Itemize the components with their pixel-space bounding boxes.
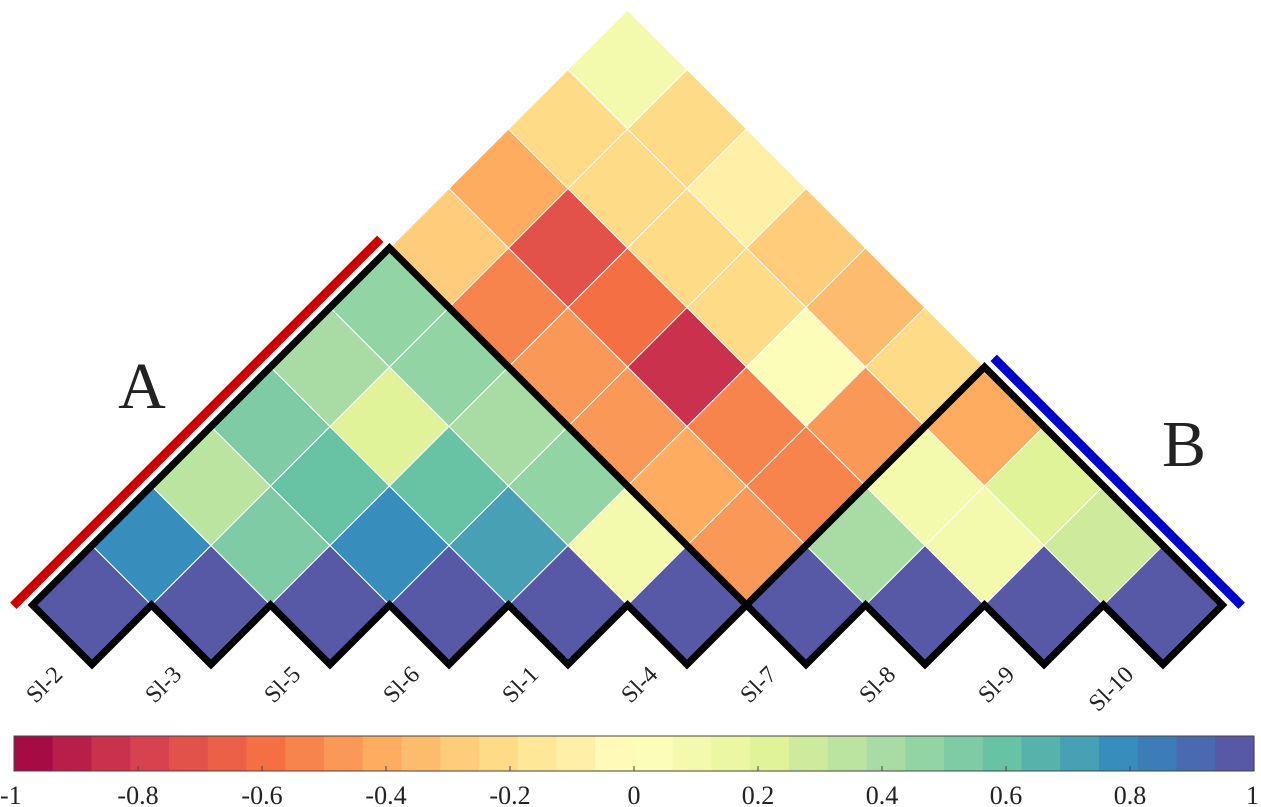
colorbar-tick-label: 0.6 bbox=[990, 781, 1023, 807]
sample-label-Sl-8: Sl-8 bbox=[854, 662, 901, 709]
colorbar-segment bbox=[324, 736, 364, 771]
colorbar-segment bbox=[1137, 736, 1178, 771]
sample-label-Sl-9: Sl-9 bbox=[973, 662, 1020, 709]
cluster-outline-B bbox=[741, 362, 1228, 670]
sample-label-Sl-5: Sl-5 bbox=[259, 662, 306, 709]
colorbar-segment bbox=[1099, 736, 1139, 771]
colorbar-segment bbox=[1060, 736, 1100, 771]
sample-labels: Sl-2 Sl-3 Sl-5 Sl-6 Sl-1 Sl-4 Sl-7 Sl-8 Sl-9 Sl-1… bbox=[21, 662, 1139, 717]
colorbar-segment bbox=[595, 736, 635, 771]
cluster-labels: AB bbox=[118, 350, 1206, 481]
colorbar-segment bbox=[130, 736, 170, 771]
cluster-bars bbox=[10, 235, 1245, 609]
colorbar-tick-label: -0.6 bbox=[241, 781, 282, 807]
sample-label-Sl-3: Sl-3 bbox=[140, 662, 187, 709]
cluster-bar-A bbox=[10, 235, 384, 609]
colorbar-segment bbox=[440, 736, 480, 771]
colorbar-tick-label: 0.4 bbox=[866, 781, 899, 807]
sample-label-Sl-10: Sl-10 bbox=[1084, 662, 1139, 717]
colorbar-segment bbox=[711, 736, 751, 771]
colorbar-segment bbox=[479, 736, 519, 771]
colorbar-segment bbox=[207, 736, 248, 771]
colorbar-segment bbox=[285, 736, 325, 771]
colorbar-segment bbox=[944, 736, 984, 771]
colorbar-segment bbox=[556, 736, 596, 771]
cluster-outline-A bbox=[27, 243, 752, 670]
colorbar-segment bbox=[52, 736, 93, 771]
colorbar-segment bbox=[789, 736, 829, 771]
colorbar-tick-label: -1 bbox=[0, 781, 22, 807]
colorbar-tick-label: 0.2 bbox=[742, 781, 775, 807]
colorbar-segment bbox=[634, 736, 674, 771]
colorbar-tick-label: 0 bbox=[628, 781, 641, 807]
colorbar-segment bbox=[169, 736, 209, 771]
colorbar-segment bbox=[1215, 736, 1255, 771]
colorbar-segment bbox=[905, 736, 945, 771]
colorbar-segment bbox=[14, 736, 54, 771]
colorbar-segment bbox=[866, 736, 906, 771]
colorbar-segment bbox=[827, 736, 868, 771]
cluster-label-B: B bbox=[1162, 408, 1206, 481]
sample-label-Sl-4: Sl-4 bbox=[616, 662, 663, 709]
colorbar-segment bbox=[246, 736, 286, 771]
colorbar-tick-label: 1 bbox=[1246, 781, 1259, 807]
colorbar-tick-label: 0.8 bbox=[1114, 781, 1147, 807]
colorbar-tick-label: -0.2 bbox=[489, 781, 530, 807]
heatmap-cells bbox=[31, 9, 1224, 666]
sample-label-Sl-6: Sl-6 bbox=[378, 662, 425, 709]
colorbar: -1 -0.8 -0.6 -0.4 -0.2 0 0.2 0.4 0.6 0.8 1 bbox=[0, 735, 1259, 807]
sample-label-Sl-1: Sl-1 bbox=[497, 662, 544, 709]
sample-label-Sl-2: Sl-2 bbox=[21, 662, 68, 709]
colorbar-segment bbox=[91, 736, 131, 771]
colorbar-segment bbox=[982, 736, 1023, 771]
colorbar-segment bbox=[1021, 736, 1061, 771]
colorbar-segment bbox=[1176, 736, 1216, 771]
colorbar-tick-label: -0.8 bbox=[117, 781, 158, 807]
colorbar-segment bbox=[517, 736, 558, 771]
colorbar-segment bbox=[401, 736, 441, 771]
cluster-bar-B bbox=[990, 354, 1245, 609]
cluster-outlines bbox=[27, 243, 1228, 670]
colorbar-segment bbox=[362, 736, 403, 771]
cluster-label-A: A bbox=[118, 350, 166, 423]
sample-label-Sl-7: Sl-7 bbox=[735, 662, 782, 709]
colorbar-segment bbox=[750, 736, 790, 771]
colorbar-segment bbox=[672, 736, 713, 771]
colorbar-tick-label: -0.4 bbox=[365, 781, 406, 807]
